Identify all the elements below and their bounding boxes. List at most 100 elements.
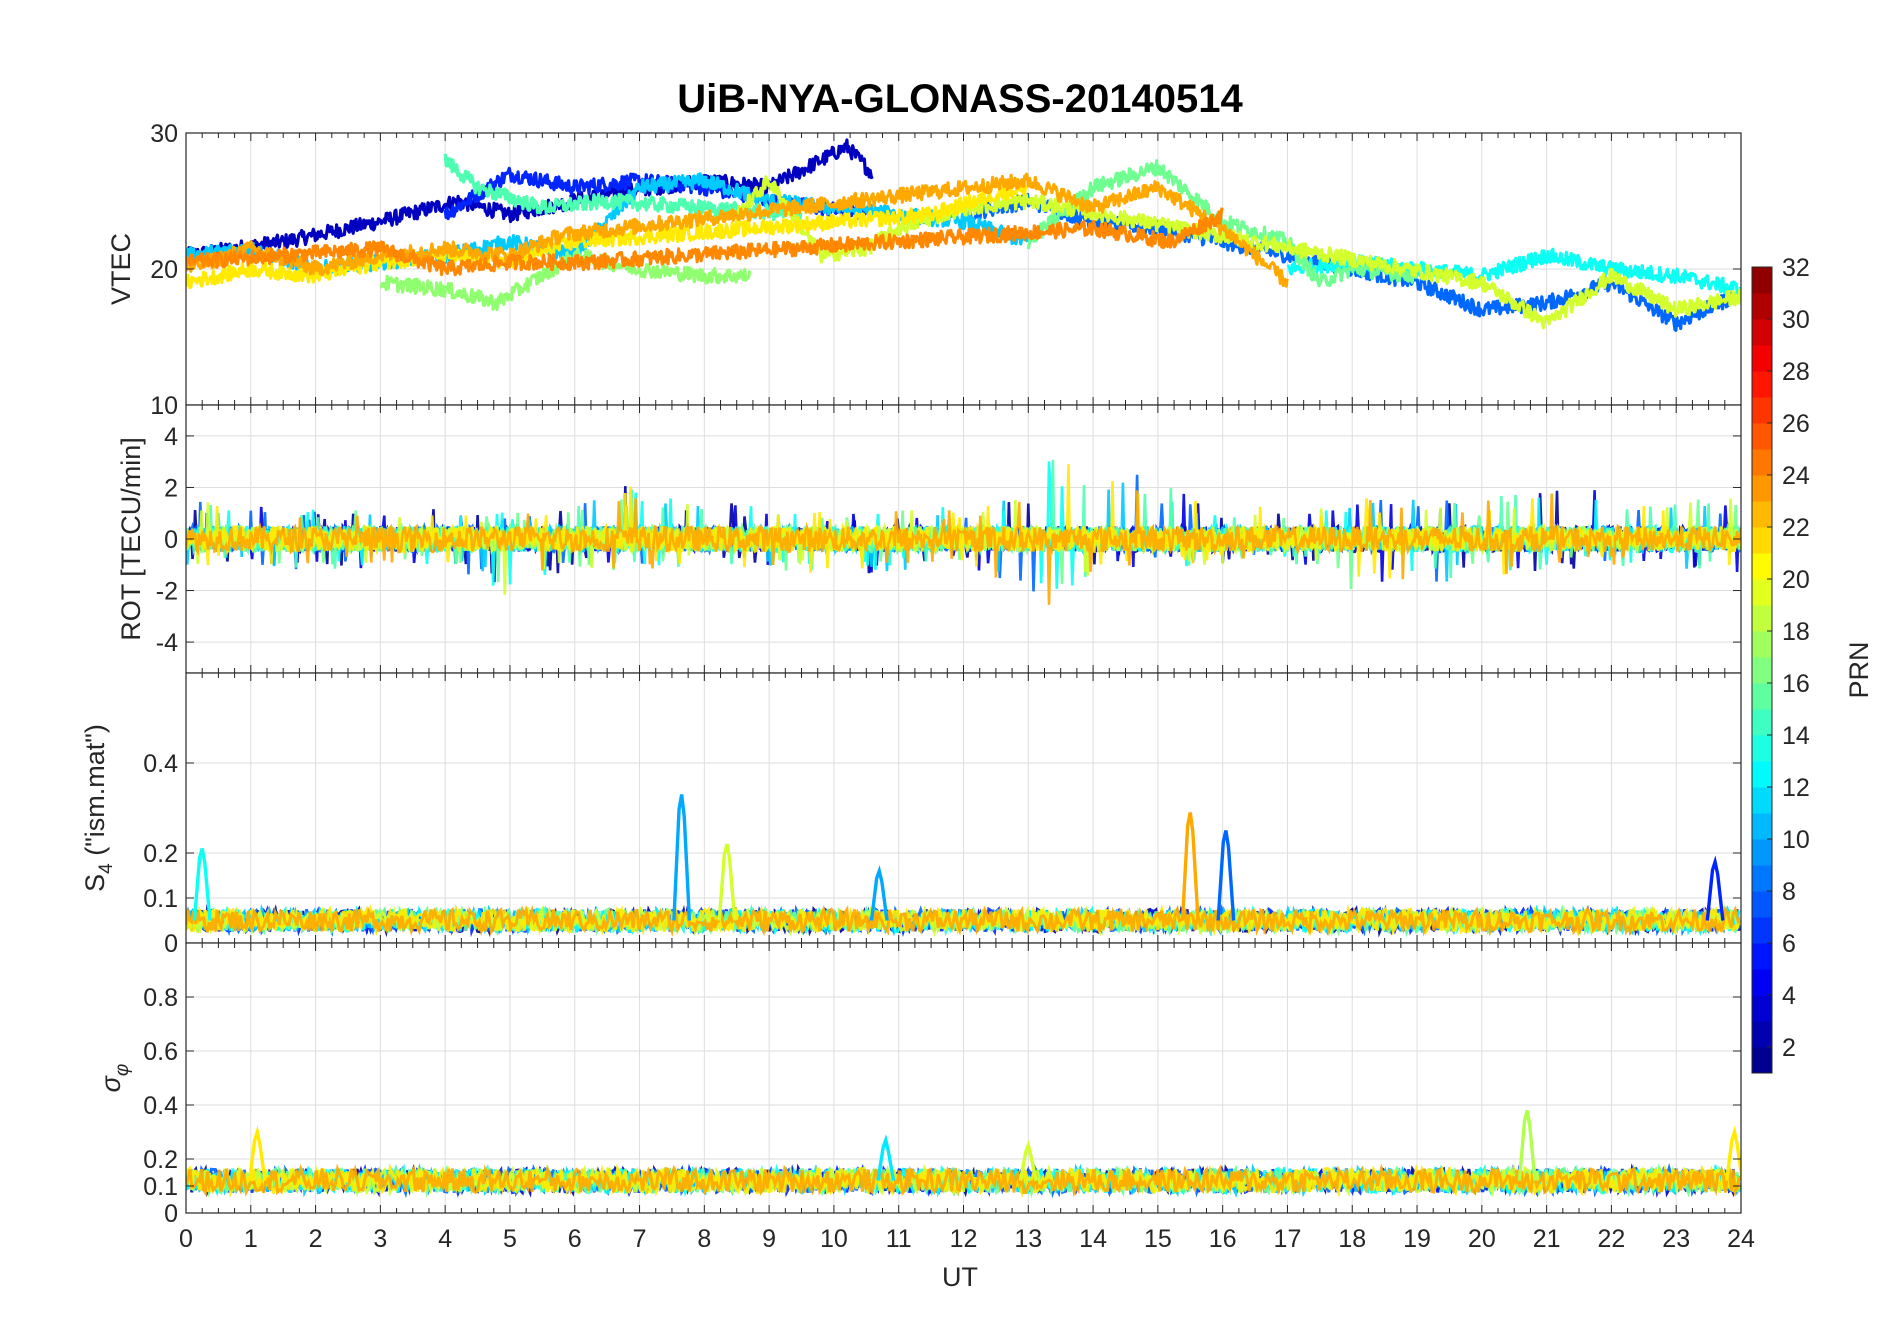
y-axis-label-rot: ROT [TECU/min]	[116, 437, 146, 641]
colorbar-segment	[1752, 475, 1772, 502]
y-axis-label-sigma: σφ	[96, 1064, 133, 1093]
vtec-series-prn-24	[186, 207, 1224, 277]
x-ticks	[185, 405, 1742, 673]
colorbar-segment	[1752, 371, 1772, 398]
sigma_phi-series-prn-23	[186, 1163, 1741, 1198]
y-axis-label-vtec: VTEC	[106, 233, 136, 305]
colorbar-segment	[1752, 865, 1772, 892]
x-tick-label: 20	[1468, 1225, 1496, 1253]
x-tick-label: 17	[1274, 1225, 1302, 1253]
colorbar-segment	[1752, 813, 1772, 840]
y-tick-label: 0.8	[143, 984, 178, 1012]
colorbar-segment	[1752, 1047, 1772, 1074]
x-ticks	[185, 133, 1742, 405]
panel-rot: -4 -2 0 2 4 ROT [TECU/min]	[116, 404, 1742, 674]
x-tick-label: 0	[179, 1225, 193, 1253]
colorbar-segment	[1752, 501, 1772, 528]
panel-s4: 0 0.1 0.2 0.4 S4 ("ism.mat")	[80, 672, 1742, 958]
x-tick-label: 24	[1727, 1225, 1755, 1253]
sigma_phi-spike	[1018, 1139, 1038, 1181]
colorbar-segment	[1752, 553, 1772, 580]
s4-symbol: S	[80, 874, 110, 892]
x-tick-label: 2	[309, 1225, 323, 1253]
x-tick-label: 3	[373, 1225, 387, 1253]
vtec-series-prn-23	[186, 172, 1289, 288]
x-ticks	[185, 673, 1742, 943]
colorbar-segment	[1752, 969, 1772, 996]
y-tick-label: 4	[164, 423, 178, 451]
x-tick-label: 4	[438, 1225, 452, 1253]
x-tick-label: 14	[1079, 1225, 1107, 1253]
figure-title: UiB-NYA-GLONASS-20140514	[677, 77, 1243, 121]
colorbar-tick-label: 2	[1782, 1034, 1796, 1062]
colorbar-segment	[1752, 761, 1772, 788]
colorbar-tick-label: 30	[1782, 306, 1810, 334]
y-tick-label: 0.2	[143, 1146, 178, 1174]
colorbar-tick-label: 26	[1782, 410, 1810, 438]
colorbar-segment	[1752, 891, 1772, 918]
y-axis-label-s4: S4 ("ism.mat")	[80, 724, 117, 892]
colorbar-tick-label: 22	[1782, 514, 1810, 542]
colorbar-tick-label: 14	[1782, 722, 1810, 750]
colorbar-segment	[1752, 943, 1772, 970]
colorbar-segment	[1752, 735, 1772, 762]
x-tick-label: 11	[886, 1225, 912, 1253]
y-tick-label: 0	[164, 1200, 178, 1228]
s4-subscript: 4	[96, 863, 117, 874]
y-tick-label: 2	[164, 474, 178, 502]
x-tick-label: 6	[568, 1225, 582, 1253]
colorbar-tick-label: 4	[1782, 982, 1796, 1010]
colorbar-segment	[1752, 631, 1772, 658]
x-tick-label: 8	[697, 1225, 711, 1253]
colorbar-tick-label: 20	[1782, 566, 1810, 594]
x-tick-label: 7	[633, 1225, 647, 1253]
colorbar-segment	[1752, 449, 1772, 476]
colorbar-segment	[1752, 683, 1772, 710]
sigma_phi-spike	[876, 1134, 896, 1181]
s4-spike	[1180, 812, 1200, 921]
colorbar-segment	[1752, 579, 1772, 606]
colorbar-segment	[1752, 709, 1772, 736]
panel-data	[186, 1109, 1741, 1199]
y-tick-label: 0.1	[143, 1173, 178, 1201]
colorbar-segment	[1752, 397, 1772, 424]
colorbar-tick-label: 16	[1782, 670, 1810, 698]
y-tick-label: 0	[164, 526, 178, 554]
x-tick-label: 18	[1338, 1225, 1366, 1253]
colorbar-segment	[1752, 605, 1772, 632]
x-tick-label: 9	[762, 1225, 776, 1253]
x-axis-label: UT	[942, 1262, 978, 1292]
colorbar-tick-label: 12	[1782, 774, 1810, 802]
colorbar-segment	[1752, 1021, 1772, 1048]
colorbar-segment	[1752, 917, 1772, 944]
x-tick-label: 21	[1533, 1225, 1561, 1253]
x-tick-label: 12	[950, 1225, 978, 1253]
colorbar-tick-label: 28	[1782, 358, 1810, 386]
y-tick-label: 30	[150, 120, 178, 148]
y-tick-label: 10	[150, 392, 178, 420]
y-tick-label: -2	[156, 578, 178, 606]
s4-spike	[192, 848, 212, 921]
panel-vtec: 10 20 30 VTEC	[106, 120, 1742, 420]
y-tick-label: 0.2	[143, 840, 178, 868]
panel-data	[186, 459, 1741, 605]
x-tick-label: 1	[244, 1225, 258, 1253]
sigma_phi-spike	[247, 1125, 267, 1181]
rot-series-prn-23	[186, 490, 1741, 605]
colorbar-segment	[1752, 657, 1772, 684]
y-tick-label: 0.1	[143, 885, 178, 913]
colorbar-tick-label: 32	[1782, 254, 1810, 282]
colorbar-tick-label: 6	[1782, 930, 1796, 958]
s4-spike	[869, 865, 889, 921]
sigma_phi-spike	[1517, 1109, 1537, 1181]
colorbar-segment	[1752, 839, 1772, 866]
sigma_phi-spike	[1725, 1125, 1741, 1181]
colorbar-label: PRN	[1844, 641, 1874, 698]
y-tick-label: 20	[150, 256, 178, 284]
colorbar-segment	[1752, 423, 1772, 450]
x-tick-label: 16	[1209, 1225, 1237, 1253]
